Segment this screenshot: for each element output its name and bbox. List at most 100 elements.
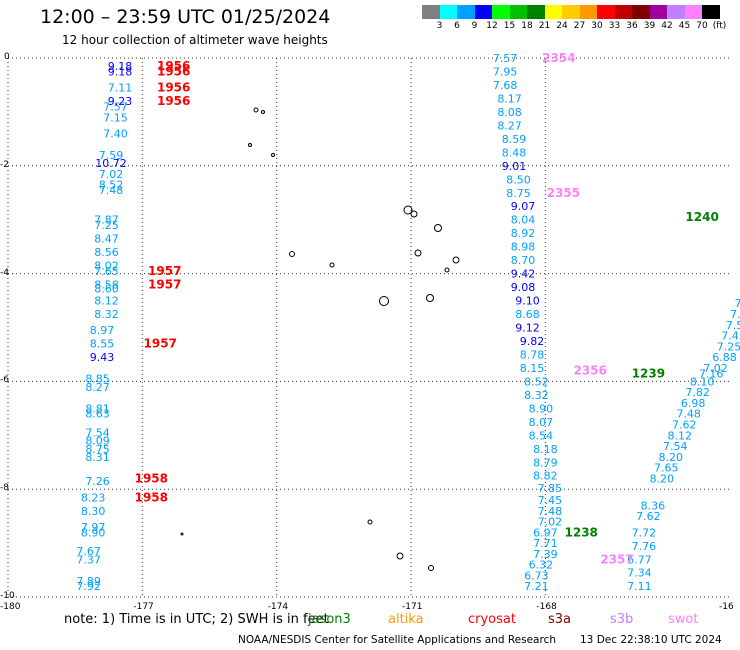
swh-value-label: 8.56 <box>94 246 119 259</box>
swh-value-label: 8.52 <box>99 179 124 192</box>
track-time-label: 1958 <box>135 490 168 504</box>
swh-value-label: 8.12 <box>667 429 692 442</box>
swh-value-label: 8.98 <box>511 241 536 254</box>
track-time-label: 1240 <box>685 210 718 224</box>
track-time-label: 2356 <box>573 364 606 378</box>
swh-value-label: 7.45 <box>538 494 563 507</box>
scale-label: 45 <box>678 21 691 31</box>
swh-value-label: 8.48 <box>502 146 527 159</box>
swh-value-label: 8.70 <box>511 254 536 267</box>
scale-label: 70 <box>696 21 708 31</box>
generated-timestamp: 13 Dec 22:38:10 UTC 2024 <box>580 634 722 646</box>
swh-value-label: 8.90 <box>529 402 554 415</box>
scale-label: 27 <box>573 21 586 31</box>
track-time-label: 1956 <box>157 94 190 108</box>
swh-value-label: 7.11 <box>108 82 133 95</box>
swh-value-label: 7.02 <box>538 516 563 529</box>
swh-value-label: 7.02 <box>99 168 124 181</box>
swh-value-label: 7.16 <box>699 367 724 380</box>
swh-value-label: 8.30 <box>81 505 106 518</box>
swh-value-label: 7.25 <box>717 340 740 353</box>
swh-value-label: 8.08 <box>497 106 522 119</box>
scale-label: 15 <box>503 21 516 31</box>
swh-value-label: 7.40 <box>103 127 128 140</box>
swh-value-label: 6.77 <box>627 553 652 566</box>
scale-color-swatch <box>492 5 510 19</box>
swh-value-label: 9.07 <box>511 200 536 213</box>
longitude-tick-label: -171 <box>402 602 423 612</box>
swh-value-label: 9.18 <box>108 60 133 73</box>
swh-value-label: 10.72 <box>95 157 127 170</box>
scale-label: 18 <box>521 21 533 31</box>
swh-value-label: 9.12 <box>515 322 540 335</box>
track-time-label: 2354 <box>542 51 575 65</box>
swh-value-label: 7.72 <box>632 526 657 539</box>
swh-value-label: 7.95 <box>493 65 518 78</box>
scale-color-swatch <box>439 5 457 19</box>
swh-value-label: 7.62 <box>636 510 661 523</box>
track-time-label: 1957 <box>144 337 177 351</box>
scale-label: 33 <box>608 21 621 31</box>
map-subtitle: 12 hour collection of altimeter wave hei… <box>62 33 328 47</box>
swh-value-label: 8.52 <box>524 375 549 388</box>
swh-value-label: 8.27 <box>85 381 110 394</box>
swh-value-label: 7.97 <box>81 521 106 534</box>
scale-label: 12 <box>486 21 498 31</box>
latitude-tick-label: -2 <box>0 159 9 170</box>
swh-value-label: 7.37 <box>76 553 101 566</box>
swh-value-label: 8.36 <box>641 499 666 512</box>
swh-value-label: 8.59 <box>502 133 527 146</box>
satellite-legend-cryosat: cryosat <box>468 612 516 627</box>
swh-value-label: 7.65 <box>94 265 119 278</box>
swh-value-label: 7.21 <box>524 580 549 593</box>
scale-label: (ft) <box>712 21 727 31</box>
track-time-label: 1956 <box>157 59 190 73</box>
swh-value-label: 8.23 <box>81 491 106 504</box>
footnote: note: 1) Time is in UTC; 2) SWH is in fe… <box>64 612 329 627</box>
swh-value-label: 7.26 <box>85 475 110 488</box>
swh-value-label: 8.55 <box>90 338 115 351</box>
scale-color-swatch <box>544 5 562 19</box>
swh-value-label: 7.46 <box>735 297 740 310</box>
longitude-tick-label: -174 <box>267 602 289 612</box>
island-outline <box>414 249 422 257</box>
track-time-label: 2357 <box>600 552 633 566</box>
swh-value-label: 7.02 <box>703 362 728 375</box>
longitude-tick-label: -177 <box>133 602 154 612</box>
island-outline <box>367 519 373 525</box>
scale-label: 24 <box>556 21 568 31</box>
swh-value-label: 9.01 <box>502 160 527 173</box>
satellite-legend-jason3: jason3 <box>308 612 351 627</box>
swh-value-label: 8.15 <box>520 362 545 375</box>
swh-value-label: 7.57 <box>493 52 518 65</box>
scale-label: 42 <box>661 21 673 31</box>
swh-value-label: 7.82 <box>685 386 710 399</box>
swh-value-label: 7.57 <box>103 101 128 114</box>
scale-color-swatch <box>474 5 492 19</box>
swh-value-label: 8.09 <box>85 435 110 448</box>
island-outline <box>180 532 184 536</box>
swh-value-label: 8.47 <box>94 233 119 246</box>
island-outline <box>426 294 434 302</box>
swh-value-label: 8.10 <box>690 375 715 388</box>
swh-value-label: 7.48 <box>99 184 124 197</box>
scale-label: 9 <box>471 21 478 31</box>
swh-value-label: 7.54 <box>85 427 110 440</box>
swh-value-label: 8.04 <box>511 214 536 227</box>
swh-value-label: 7.62 <box>672 419 697 432</box>
swh-value-label: 7.65 <box>654 462 679 475</box>
swh-value-label: 7.43 <box>721 330 740 343</box>
island-outline <box>271 153 275 157</box>
swh-value-label: 8.20 <box>659 451 684 464</box>
scale-color-swatch <box>422 5 440 19</box>
swh-value-label: 7.71 <box>533 537 558 550</box>
swh-value-label: 7.54 <box>663 440 688 453</box>
island-outline <box>403 205 413 215</box>
swh-value-label: 8.32 <box>524 389 549 402</box>
swh-value-label: 7.59 <box>99 149 124 162</box>
track-time-label: 1238 <box>565 525 598 539</box>
swh-value-label: 9.23 <box>108 95 133 108</box>
swh-value-label: 8.97 <box>90 324 115 337</box>
swh-value-label: 7.92 <box>76 580 101 593</box>
swh-value-label: 6.97 <box>533 526 558 539</box>
